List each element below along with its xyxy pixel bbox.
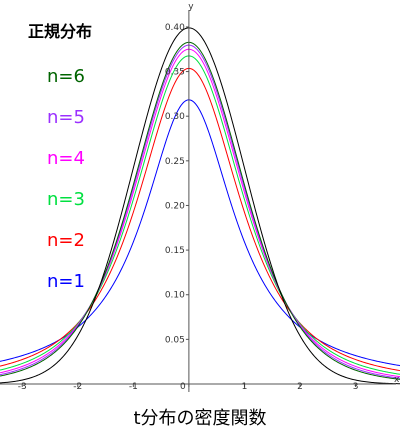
x-axis-label: x <box>394 375 400 385</box>
y-tick-label: 0.35 <box>165 68 185 78</box>
series-line-n3 <box>0 55 400 375</box>
legend-entry-normal: 正規分布 <box>28 22 92 41</box>
legend-entry-n4: n=4 <box>47 148 85 169</box>
y-tick-label: 0.05 <box>165 335 185 345</box>
x-tick-label: -3 <box>18 382 27 392</box>
legend-entry-n5: n=5 <box>47 107 85 128</box>
legend-entry-n6: n=6 <box>47 66 85 87</box>
legend-entry-n1: n=1 <box>47 271 85 292</box>
legend: 正規分布 n=6 n=5 n=4 n=3 n=2 n=1 <box>28 22 92 292</box>
x-tick-label: 1 <box>242 382 248 392</box>
series-line-n5 <box>0 44 400 379</box>
chart-title: t分布の密度関数 <box>133 408 266 429</box>
legend-entry-n2: n=2 <box>47 230 85 251</box>
x-tick-label: 2 <box>297 382 303 392</box>
y-axis-label: y <box>188 2 194 12</box>
y-tick-label: 0.10 <box>165 291 185 301</box>
series-line-n4 <box>0 48 400 378</box>
series-line-normal <box>0 27 400 385</box>
series-line-n6 <box>0 41 400 380</box>
y-tick-label: 0.25 <box>165 157 185 167</box>
y-tick-label: 0.15 <box>165 246 185 256</box>
y-tick-label: 0.20 <box>165 201 185 211</box>
axes-group: x y -3 -2 -1 0 1 2 3 0.05 0.10 0.15 0.20 0.25 0.30 0.35… <box>0 2 400 392</box>
x-tick-label: -1 <box>129 382 138 392</box>
curves-group <box>0 27 400 385</box>
y-tick-label: 0.30 <box>165 112 185 122</box>
x-tick-label: -2 <box>73 382 82 392</box>
x-tick-label: 3 <box>353 382 359 392</box>
legend-entry-n3: n=3 <box>47 189 85 210</box>
series-line-n2 <box>0 67 400 372</box>
x-tick-label: 0 <box>180 382 186 392</box>
y-tick-label: 0.40 <box>165 23 185 33</box>
